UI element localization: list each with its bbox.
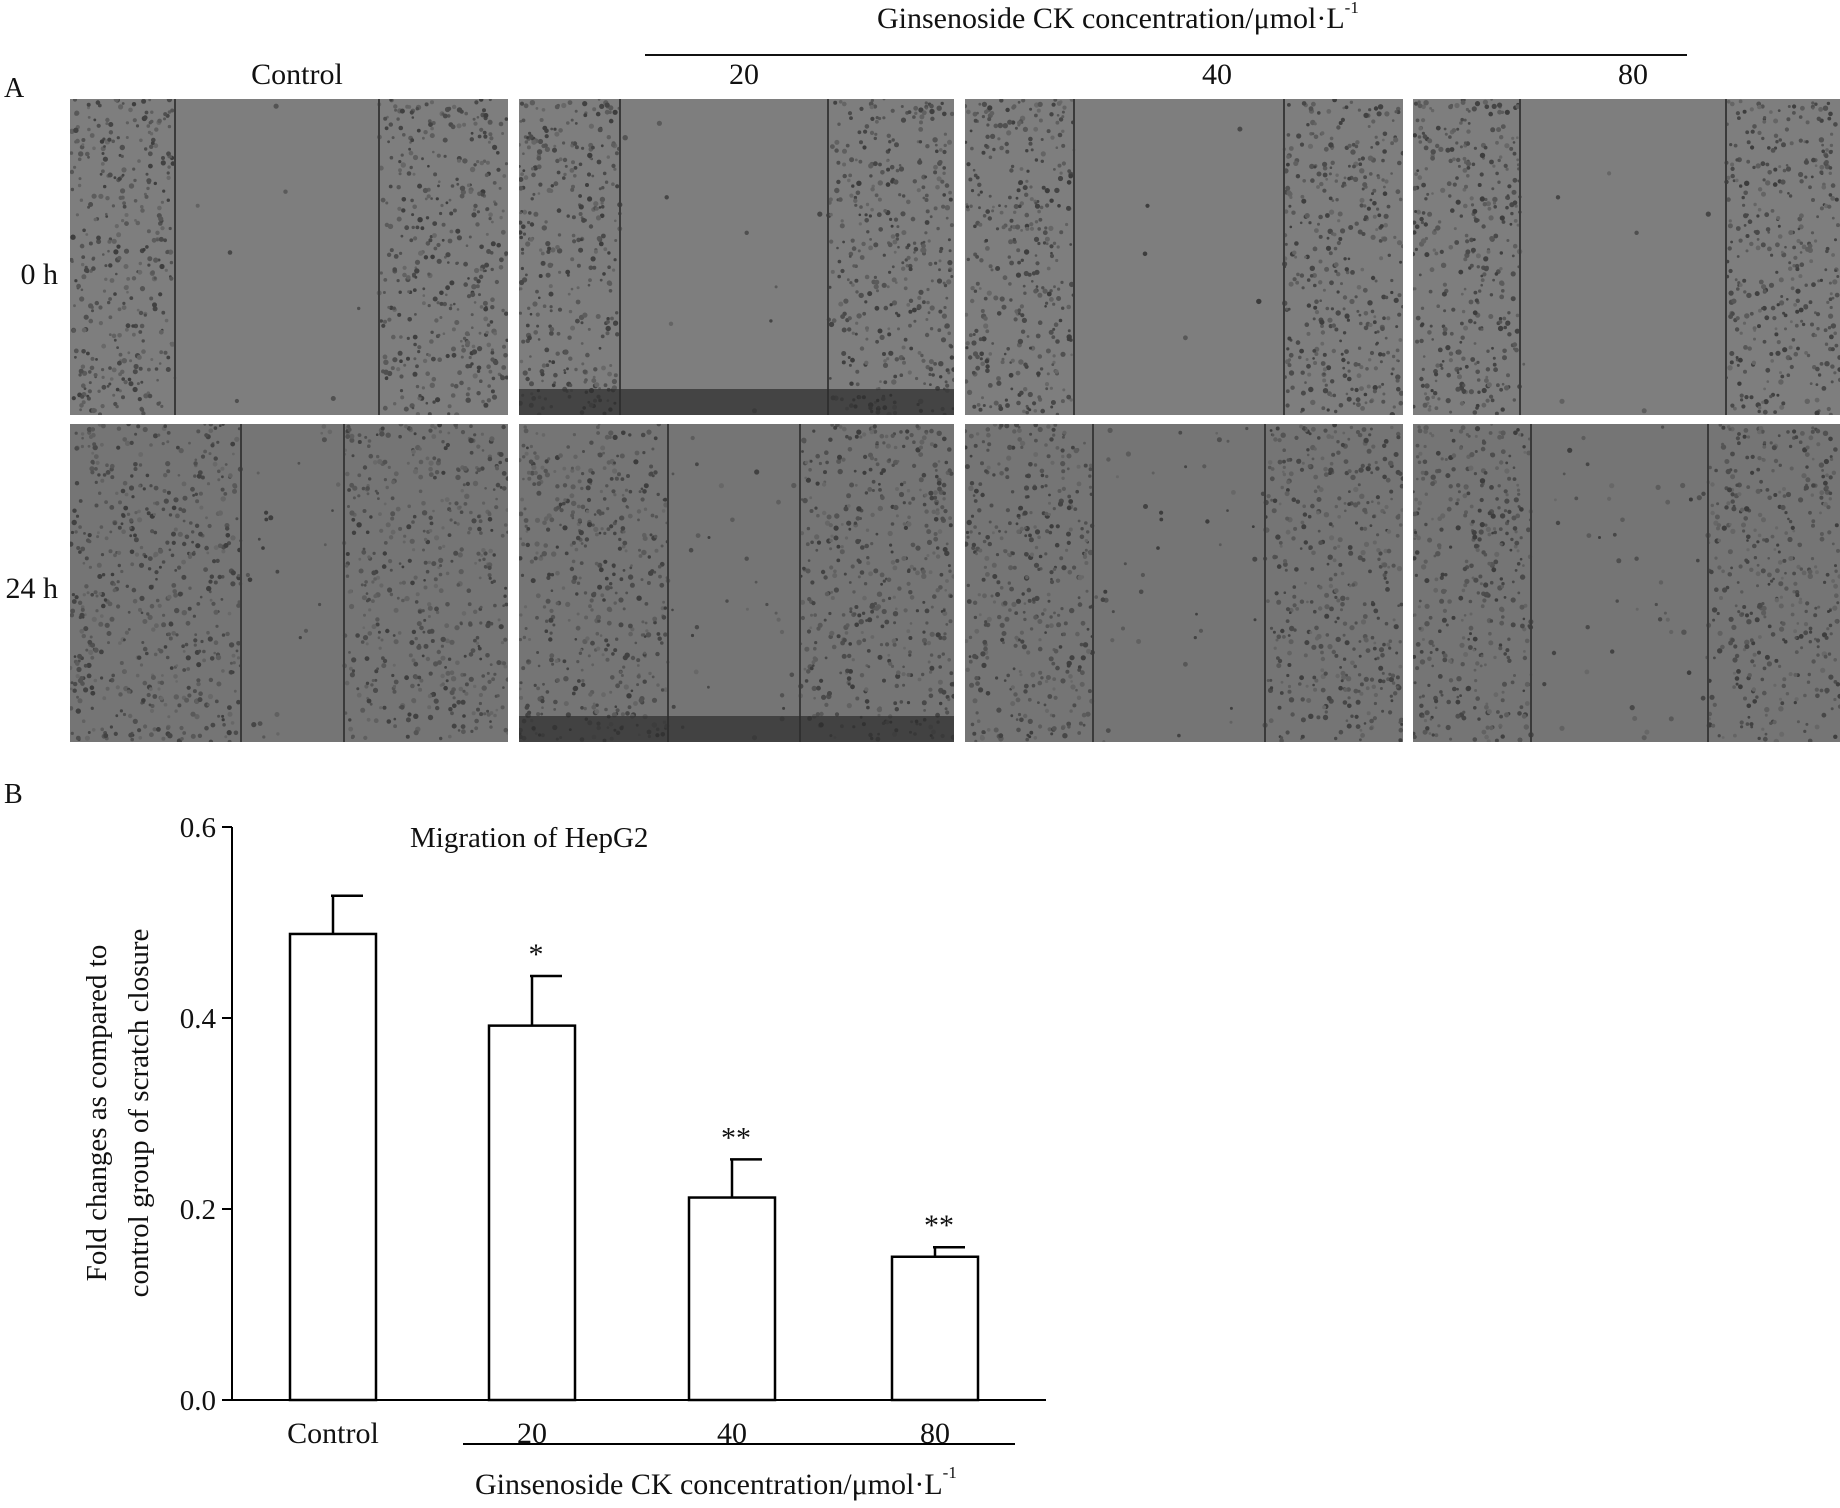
micrograph-20-0h (519, 99, 954, 415)
col-label-control: Control (197, 58, 397, 92)
y-axis-label-line-1: Fold changes as compared to (81, 945, 113, 1282)
panel-a-letter: A (4, 73, 24, 105)
x-tick-label-Control: Control (287, 1417, 379, 1450)
chart-title: Migration of HepG2 (410, 822, 648, 854)
panel-a-group-title: Ginsenoside CK concentration/μmol·L-1 (877, 2, 1359, 36)
micrograph-20-24h (519, 424, 954, 742)
x-tick-label-40: 40 (717, 1417, 747, 1450)
col-label-80: 80 (1533, 58, 1733, 92)
migration-bar-chart: 0.0 0.2 0.4 0.6 Fold changes as compared to c… (0, 770, 1840, 1503)
y-tick-label-1: 0.2 (180, 1194, 216, 1226)
x-tick-label-80: 80 (920, 1417, 950, 1450)
y-axis-label-line-2: control group of scratch closure (123, 929, 155, 1298)
bar-Control (290, 934, 376, 1400)
panel-a-group-title-sup: -1 (1345, 0, 1359, 17)
significance-80: ** (924, 1209, 954, 1242)
x-group-label: Ginsenoside CK concentration/μmol·L-1 (475, 1463, 957, 1501)
micrograph-40-24h (965, 424, 1403, 742)
micrograph-80-24h (1413, 424, 1840, 742)
chart-svg: 0.0 0.2 0.4 0.6 Fold changes as compared to c… (0, 770, 1840, 1503)
panel-a-group-title-text: Ginsenoside CK concentration/μmol·L (877, 2, 1345, 35)
significance-20: * (529, 938, 544, 971)
col-label-20: 20 (644, 58, 844, 92)
row-label-24h: 24 h (0, 572, 58, 606)
micrograph-40-0h (965, 99, 1403, 415)
micrograph-control-24h (70, 424, 508, 742)
row-label-0h: 0 h (0, 258, 58, 292)
panel-a-group-line (645, 54, 1687, 56)
col-label-40: 40 (1117, 58, 1317, 92)
x-group-label-sup: -1 (943, 1463, 957, 1482)
y-tick-label-3: 0.6 (180, 812, 216, 844)
bar-80 (892, 1257, 978, 1400)
y-tick-label-2: 0.4 (180, 1003, 217, 1035)
significance-40: ** (721, 1121, 751, 1154)
micrograph-control-0h (70, 99, 508, 415)
bar-40 (689, 1198, 775, 1400)
x-tick-label-20: 20 (517, 1417, 547, 1450)
micrograph-80-0h (1413, 99, 1840, 415)
y-tick-label-0: 0.0 (180, 1385, 216, 1417)
bar-20 (489, 1026, 575, 1400)
